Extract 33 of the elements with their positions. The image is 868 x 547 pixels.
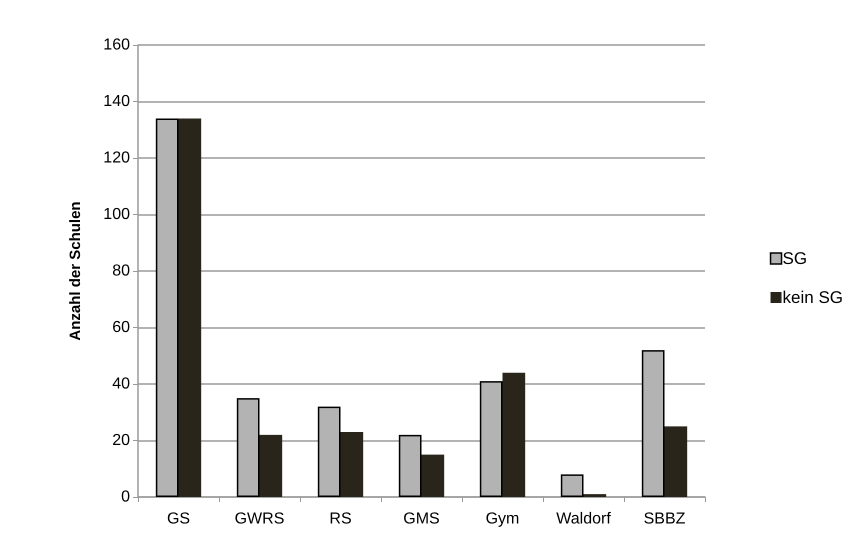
x-tick-label: GMS — [403, 510, 440, 528]
y-tick-label: 160 — [103, 36, 130, 54]
bar — [664, 426, 688, 497]
legend-label: SG — [782, 249, 808, 268]
x-tick-label: RS — [329, 510, 352, 528]
bar — [260, 434, 282, 497]
bar — [340, 432, 364, 497]
y-tick-label: 20 — [112, 432, 130, 449]
bar — [236, 398, 260, 497]
y-tick-label: 80 — [112, 262, 130, 280]
bar — [584, 494, 606, 497]
bar — [480, 381, 502, 497]
bar — [502, 372, 526, 497]
legend-label: kein SG — [782, 288, 844, 307]
bar — [398, 434, 422, 497]
x-tick-label: SBBZ — [644, 510, 686, 528]
y-tick-label: 100 — [103, 206, 130, 223]
x-tick-label: Waldorf — [556, 510, 612, 528]
bar — [318, 406, 340, 497]
bar — [642, 350, 664, 497]
y-tick-label: 60 — [112, 319, 130, 336]
y-tick-label: 40 — [112, 376, 130, 392]
y-tick-label: 120 — [103, 150, 130, 166]
x-tick-label: GWRS — [234, 510, 284, 528]
bar — [560, 474, 584, 497]
x-tick-label: GS — [166, 510, 190, 528]
y-axis-title: Anzahl der Schulen — [67, 201, 84, 341]
y-tick-label: 0 — [121, 488, 130, 506]
x-tick-label: Gym — [486, 510, 520, 528]
bar — [156, 118, 178, 497]
bar — [178, 118, 202, 497]
bar — [422, 454, 444, 497]
y-tick-label: 140 — [103, 93, 130, 110]
